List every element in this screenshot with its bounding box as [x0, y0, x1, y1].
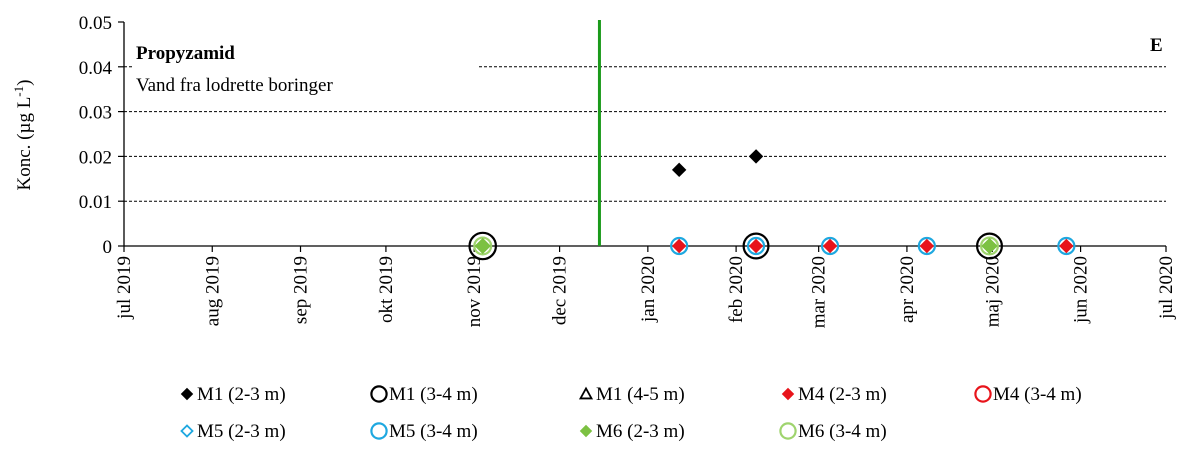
legend-marker-6: [370, 422, 388, 440]
y-tick-label-0: 0: [103, 237, 113, 258]
x-tick-label-11: jun 2020: [1071, 256, 1092, 324]
x-tick-label-2: sep 2019: [291, 256, 312, 324]
point-s1-0: [468, 231, 498, 261]
point-s6-3: [917, 236, 936, 256]
x-tick-label-4: nov 2019: [464, 256, 485, 327]
legend-label-0: M1 (2-3 m): [197, 384, 286, 405]
y-axis-label-close: ): [14, 80, 35, 86]
panel-label: E: [1150, 35, 1163, 56]
point-s7-0: [474, 237, 491, 255]
x-tick-label-3: okt 2019: [376, 256, 397, 323]
x-tick-label-7: feb 2020: [726, 256, 747, 323]
legend-marker-7: [579, 424, 593, 438]
legend-marker-4: [974, 385, 992, 403]
point-s1-2: [975, 232, 1003, 260]
x-tick-label-9: apr 2020: [897, 256, 918, 323]
legend-marker-3: [781, 387, 795, 401]
legend-label-5: M5 (2-3 m): [197, 421, 286, 442]
y-tick-label-3: 0.03: [79, 103, 112, 124]
x-tick-label-12: jul 2020: [1156, 256, 1177, 320]
point-s6-2: [820, 236, 840, 256]
chart-subtitle: Vand fra lodrette boringer: [136, 75, 333, 96]
y-tick-label-4: 0.04: [79, 58, 113, 79]
legend: M1 (2-3 m) M1 (3-4 m) M1 (4-5 m) M4 (2-3 m)…: [180, 384, 1082, 442]
legend-label-2: M1 (4-5 m): [596, 384, 685, 405]
y-axis-label: Konc. (µg L-1): [11, 80, 35, 191]
point-s6-1: [746, 236, 766, 256]
point-s3-0: [671, 238, 687, 254]
point-s7-1: [981, 237, 998, 255]
legend-label-8: M6 (3-4 m): [798, 421, 887, 442]
y-tick-label-1: 0.01: [79, 192, 112, 213]
legend-label-4: M4 (3-4 m): [993, 384, 1082, 405]
legend-marker-1: [370, 385, 388, 403]
point-s3-4: [1059, 238, 1074, 254]
data-points: [468, 149, 1076, 261]
title-background: [132, 36, 478, 100]
point-s6-4: [1057, 236, 1076, 256]
x-tick-label-5: dec 2019: [550, 256, 571, 325]
legend-label-1: M1 (3-4 m): [389, 384, 478, 405]
point-s8-0: [473, 236, 493, 256]
legend-label-6: M5 (3-4 m): [389, 421, 478, 442]
y-axis-label-sup: -1: [11, 86, 26, 97]
legend-label-3: M4 (2-3 m): [798, 384, 887, 405]
point-s3-1: [748, 238, 764, 254]
chart-title: Propyzamid: [136, 43, 235, 64]
x-tick-label-8: mar 2020: [809, 256, 830, 328]
legend-marker-5: [180, 424, 194, 438]
legend-marker-8: [779, 422, 797, 440]
point-s0-0: [671, 162, 687, 178]
y-tick-label-2: 0.02: [79, 147, 112, 168]
point-s0-1: [748, 149, 764, 164]
point-s3-3: [919, 238, 935, 254]
point-s3-2: [822, 238, 838, 254]
x-tick-label-6: jan 2020: [638, 256, 659, 323]
legend-label-7: M6 (2-3 m): [596, 421, 685, 442]
x-tick-label-10: maj 2020: [982, 256, 1003, 327]
grid-lines: [124, 66, 1166, 202]
point-s6-0: [670, 236, 689, 256]
x-tick-label-0: jul 2019: [114, 256, 135, 320]
legend-marker-0: [180, 387, 194, 401]
point-s8-1: [979, 236, 999, 256]
y-tick-label-5: 0.05: [79, 13, 112, 34]
x-tick-label-1: aug 2019: [202, 256, 223, 326]
legend-marker-2: [578, 386, 594, 400]
y-tick-labels: 0 0.01 0.02 0.03 0.04 0.05: [79, 13, 113, 258]
x-tick-labels: jul 2019 aug 2019 sep 2019 okt 2019 nov 2019…: [114, 256, 1177, 328]
point-s1-1: [742, 232, 770, 260]
y-axis-label-main: Konc. (µg L: [14, 97, 35, 191]
